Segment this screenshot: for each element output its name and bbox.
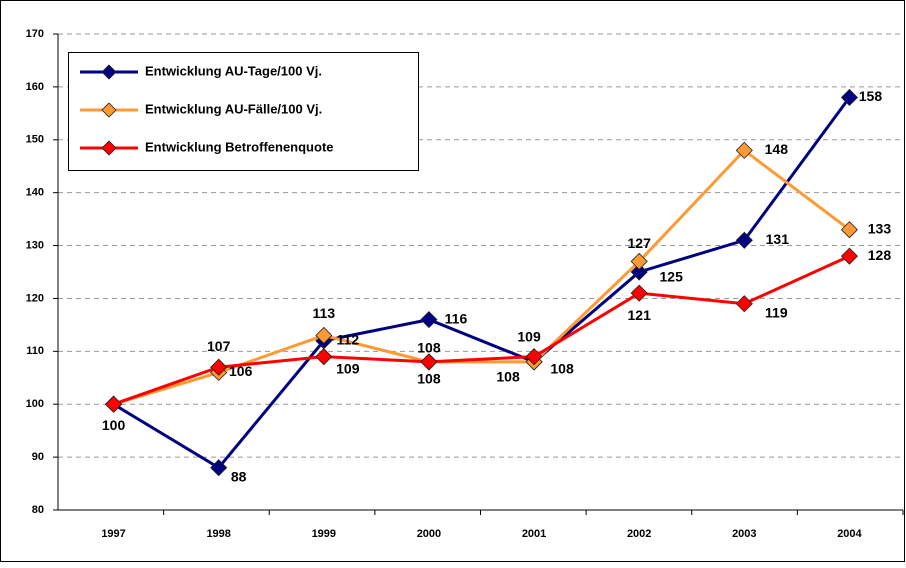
data-label: 158 — [859, 88, 883, 104]
data-label: 108 — [550, 361, 574, 377]
y-tick-label: 130 — [26, 239, 44, 251]
marker — [840, 221, 859, 239]
data-label: 116 — [445, 310, 468, 326]
marker — [735, 295, 753, 313]
y-tick-label: 90 — [32, 451, 44, 463]
data-label: 128 — [868, 247, 892, 263]
x-tick-label: 1998 — [206, 528, 230, 540]
marker — [630, 252, 648, 270]
data-label: 108 — [496, 369, 520, 385]
data-label: 133 — [868, 220, 892, 236]
legend-marker — [101, 102, 117, 118]
x-tick-label: 2002 — [627, 528, 651, 540]
data-label: 109 — [517, 328, 541, 344]
data-label: 106 — [229, 363, 253, 379]
y-tick-label: 110 — [26, 345, 44, 357]
marker — [315, 326, 333, 345]
marker — [630, 284, 648, 302]
marker — [420, 353, 438, 371]
data-label: 113 — [313, 305, 336, 321]
marker — [630, 263, 648, 281]
marker — [315, 348, 333, 366]
y-tick-label: 140 — [26, 187, 44, 199]
series-line — [112, 96, 851, 470]
legend-label: Entwicklung Betroffenenquote — [145, 139, 334, 154]
data-label: 108 — [417, 371, 441, 387]
marker — [104, 395, 123, 413]
marker — [840, 88, 859, 107]
data-label: 119 — [765, 304, 788, 320]
marker — [735, 231, 753, 249]
marker — [210, 459, 228, 477]
data-label: 108 — [417, 340, 441, 356]
legend-label: Entwicklung AU-Fälle/100 Vj. — [145, 101, 322, 116]
y-tick-label: 160 — [26, 81, 44, 93]
marker — [210, 358, 228, 376]
x-tick-label: 2003 — [732, 528, 756, 540]
marker — [420, 311, 438, 329]
marker — [525, 348, 543, 366]
x-tick-label: 1999 — [312, 528, 336, 540]
data-label: 127 — [628, 235, 652, 251]
y-tick-label: 170 — [26, 28, 44, 40]
x-tick-label: 2004 — [837, 528, 862, 540]
x-tick-label: 2000 — [417, 528, 441, 540]
y-tick-label: 150 — [26, 134, 44, 146]
data-label: 107 — [207, 338, 231, 354]
marker — [735, 141, 753, 159]
marker — [840, 247, 859, 265]
data-label: 125 — [660, 269, 684, 285]
series-line — [113, 254, 851, 406]
data-label: 121 — [628, 307, 652, 323]
legend-marker — [101, 64, 117, 80]
x-tick-label: 1997 — [101, 528, 125, 540]
data-label: 131 — [766, 231, 790, 247]
y-tick-label: 120 — [26, 292, 44, 304]
data-label: 112 — [337, 331, 360, 347]
data-label: 100 — [102, 417, 126, 433]
legend-marker — [101, 140, 117, 156]
y-tick-label: 80 — [32, 504, 44, 516]
x-tick-label: 2001 — [522, 528, 546, 540]
data-label: 88 — [231, 468, 247, 484]
legend-label: Entwicklung AU-Tage/100 Vj. — [145, 63, 322, 78]
data-label: 109 — [336, 360, 360, 376]
data-label: 148 — [765, 141, 789, 157]
y-tick-label: 100 — [26, 398, 44, 410]
